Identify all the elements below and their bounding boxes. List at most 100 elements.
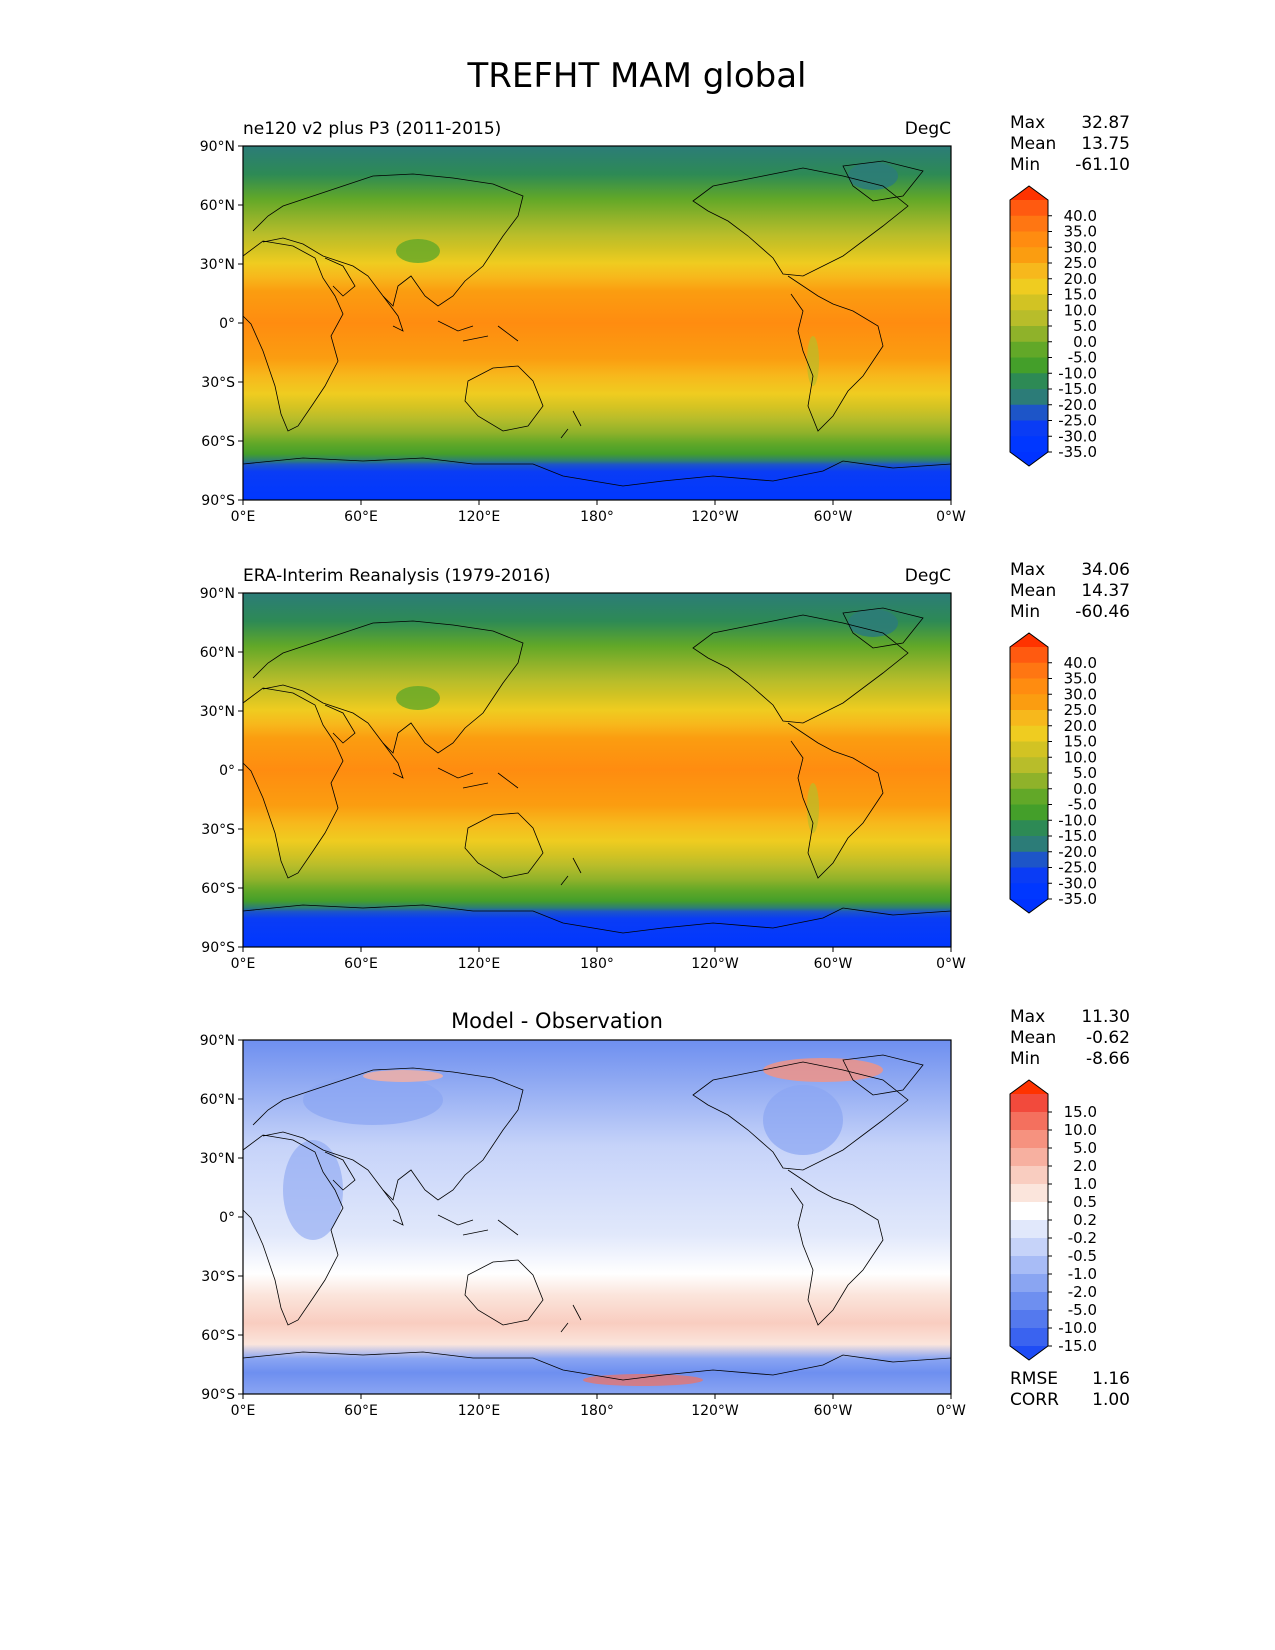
stat-value: 13.75 <box>1081 134 1130 154</box>
stat-label: Min <box>1010 1049 1040 1069</box>
stat-value: 11.30 <box>1081 1007 1130 1027</box>
colorbar-label: 30.0 <box>1064 238 1097 256</box>
colorbar: 40.035.030.025.020.015.010.05.00.0-5.0-1… <box>1009 185 1097 467</box>
colorbar-label: 5.0 <box>1073 1139 1097 1157</box>
colorbar-label: -10.0 <box>1058 364 1097 382</box>
lat-tick-label: 60°N <box>200 645 235 661</box>
lat-tick-label: 30°S <box>201 1269 235 1285</box>
colorbar-extend-bottom <box>1010 899 1048 913</box>
colorbar-label: -15.0 <box>1058 1337 1097 1355</box>
colorbar-label: -35.0 <box>1058 890 1097 908</box>
lon-tick-label: 60°W <box>814 956 853 972</box>
lat-tick-label: 60°S <box>201 434 235 450</box>
lat-tick-label: 90°S <box>201 493 235 509</box>
colorbar-label: -0.2 <box>1068 1229 1097 1247</box>
lat-tick-label: 90°S <box>201 1387 235 1403</box>
land-shading <box>396 609 898 833</box>
colorbar-segment <box>1010 357 1048 374</box>
colorbar-label: -5.0 <box>1068 349 1097 367</box>
colorbar-label: -5.0 <box>1068 796 1097 814</box>
colorbar-label: -35.0 <box>1058 443 1097 461</box>
colorbar-segment <box>1010 341 1048 358</box>
colorbar-label: 0.5 <box>1073 1193 1097 1211</box>
colorbar-segment <box>1010 1166 1048 1185</box>
colorbar-label: -1.0 <box>1068 1265 1097 1283</box>
colorbar-segment <box>1010 278 1048 295</box>
stat-value: 32.87 <box>1081 113 1130 133</box>
lon-tick-label: 0°W <box>936 1403 966 1419</box>
metric-label: CORR <box>1010 1390 1059 1410</box>
colorbar-segment <box>1010 1202 1048 1221</box>
colorbar-label: -30.0 <box>1058 427 1097 445</box>
colorbar-label: 40.0 <box>1064 654 1097 672</box>
colorbar: 15.010.05.02.01.00.50.2-0.2-0.5-1.0-2.0-… <box>1009 1079 1097 1361</box>
land-shading <box>396 162 898 386</box>
colorbar-label: 15.0 <box>1064 733 1097 751</box>
stat-label: Max <box>1010 1007 1045 1027</box>
lon-tick-label: 0°E <box>231 509 256 525</box>
colorbar-segment <box>1010 836 1048 853</box>
lon-tick-label: 180° <box>580 509 614 525</box>
lat-tick-label: 90°N <box>200 586 235 602</box>
colorbar-segment <box>1010 215 1048 232</box>
colorbar-label: 0.2 <box>1073 1211 1097 1229</box>
colorbar-segment <box>1010 200 1048 217</box>
stat-value: -8.66 <box>1086 1049 1130 1069</box>
colorbar: 40.035.030.025.020.015.010.05.00.0-5.0-1… <box>1009 632 1097 914</box>
panel-difference: 90°N 60°N 30°N 0° 30°S 60°S 90°S0°E 60°E 120°E 18… <box>200 1007 1130 1419</box>
lat-tick-label: 30°N <box>200 704 235 720</box>
map-field <box>243 593 951 947</box>
stat-label: Min <box>1010 602 1040 622</box>
colorbar-segment <box>1010 420 1048 437</box>
colorbar-label: -2.0 <box>1068 1283 1097 1301</box>
colorbar-label: 15.0 <box>1064 286 1097 304</box>
lon-tick-label: 120°W <box>691 956 739 972</box>
lon-tick-label: 60°E <box>344 956 378 972</box>
lat-tick-label: 0° <box>219 1210 235 1226</box>
colorbar-segment <box>1010 1238 1048 1257</box>
stat-label: Mean <box>1010 1028 1056 1048</box>
colorbar-segment <box>1010 1112 1048 1131</box>
colorbar-label: 35.0 <box>1064 223 1097 241</box>
lon-tick-label: 60°E <box>344 1403 378 1419</box>
colorbar-segment <box>1010 247 1048 264</box>
colorbar-segment <box>1010 294 1048 311</box>
colorbar-label: 2.0 <box>1073 1157 1097 1175</box>
colorbar-label: -15.0 <box>1058 380 1097 398</box>
colorbar-segment <box>1010 389 1048 406</box>
colorbar-segment <box>1010 741 1048 758</box>
colorbar-label: 20.0 <box>1064 270 1097 288</box>
colorbar-segment <box>1010 757 1048 774</box>
colorbar-segment <box>1010 436 1048 453</box>
stat-label: Max <box>1010 560 1045 580</box>
stat-value: -61.10 <box>1075 155 1130 175</box>
colorbar-label: 20.0 <box>1064 717 1097 735</box>
colorbar-segment <box>1010 820 1048 837</box>
colorbar-label: 35.0 <box>1064 670 1097 688</box>
colorbar-label: 10.0 <box>1064 1121 1097 1139</box>
colorbar-label: -5.0 <box>1068 1301 1097 1319</box>
colorbar-extend-top <box>1010 186 1048 200</box>
stat-value: -0.62 <box>1086 1028 1130 1048</box>
colorbar-segment <box>1010 1130 1048 1149</box>
lon-tick-label: 180° <box>580 956 614 972</box>
colorbar-label: -25.0 <box>1058 412 1097 430</box>
lat-tick-label: 60°N <box>200 1092 235 1108</box>
colorbar-segment <box>1010 867 1048 884</box>
colorbar-label: 0.0 <box>1073 333 1097 351</box>
lat-tick-label: 30°N <box>200 257 235 273</box>
panel-center-title: Model - Observation <box>451 1009 663 1033</box>
lon-tick-label: 0°W <box>936 509 966 525</box>
colorbar-label: 5.0 <box>1073 764 1097 782</box>
lon-tick-label: 60°E <box>344 509 378 525</box>
lat-tick-label: 90°S <box>201 940 235 956</box>
colorbar-extend-bottom <box>1010 452 1048 466</box>
panel-units: DegC <box>905 119 951 139</box>
lon-tick-label: 180° <box>580 1403 614 1419</box>
lat-tick-label: 30°S <box>201 822 235 838</box>
lat-tick-label: 0° <box>219 763 235 779</box>
colorbar-segment <box>1010 647 1048 664</box>
colorbar-segment <box>1010 851 1048 868</box>
colorbar-label: 0.0 <box>1073 780 1097 798</box>
